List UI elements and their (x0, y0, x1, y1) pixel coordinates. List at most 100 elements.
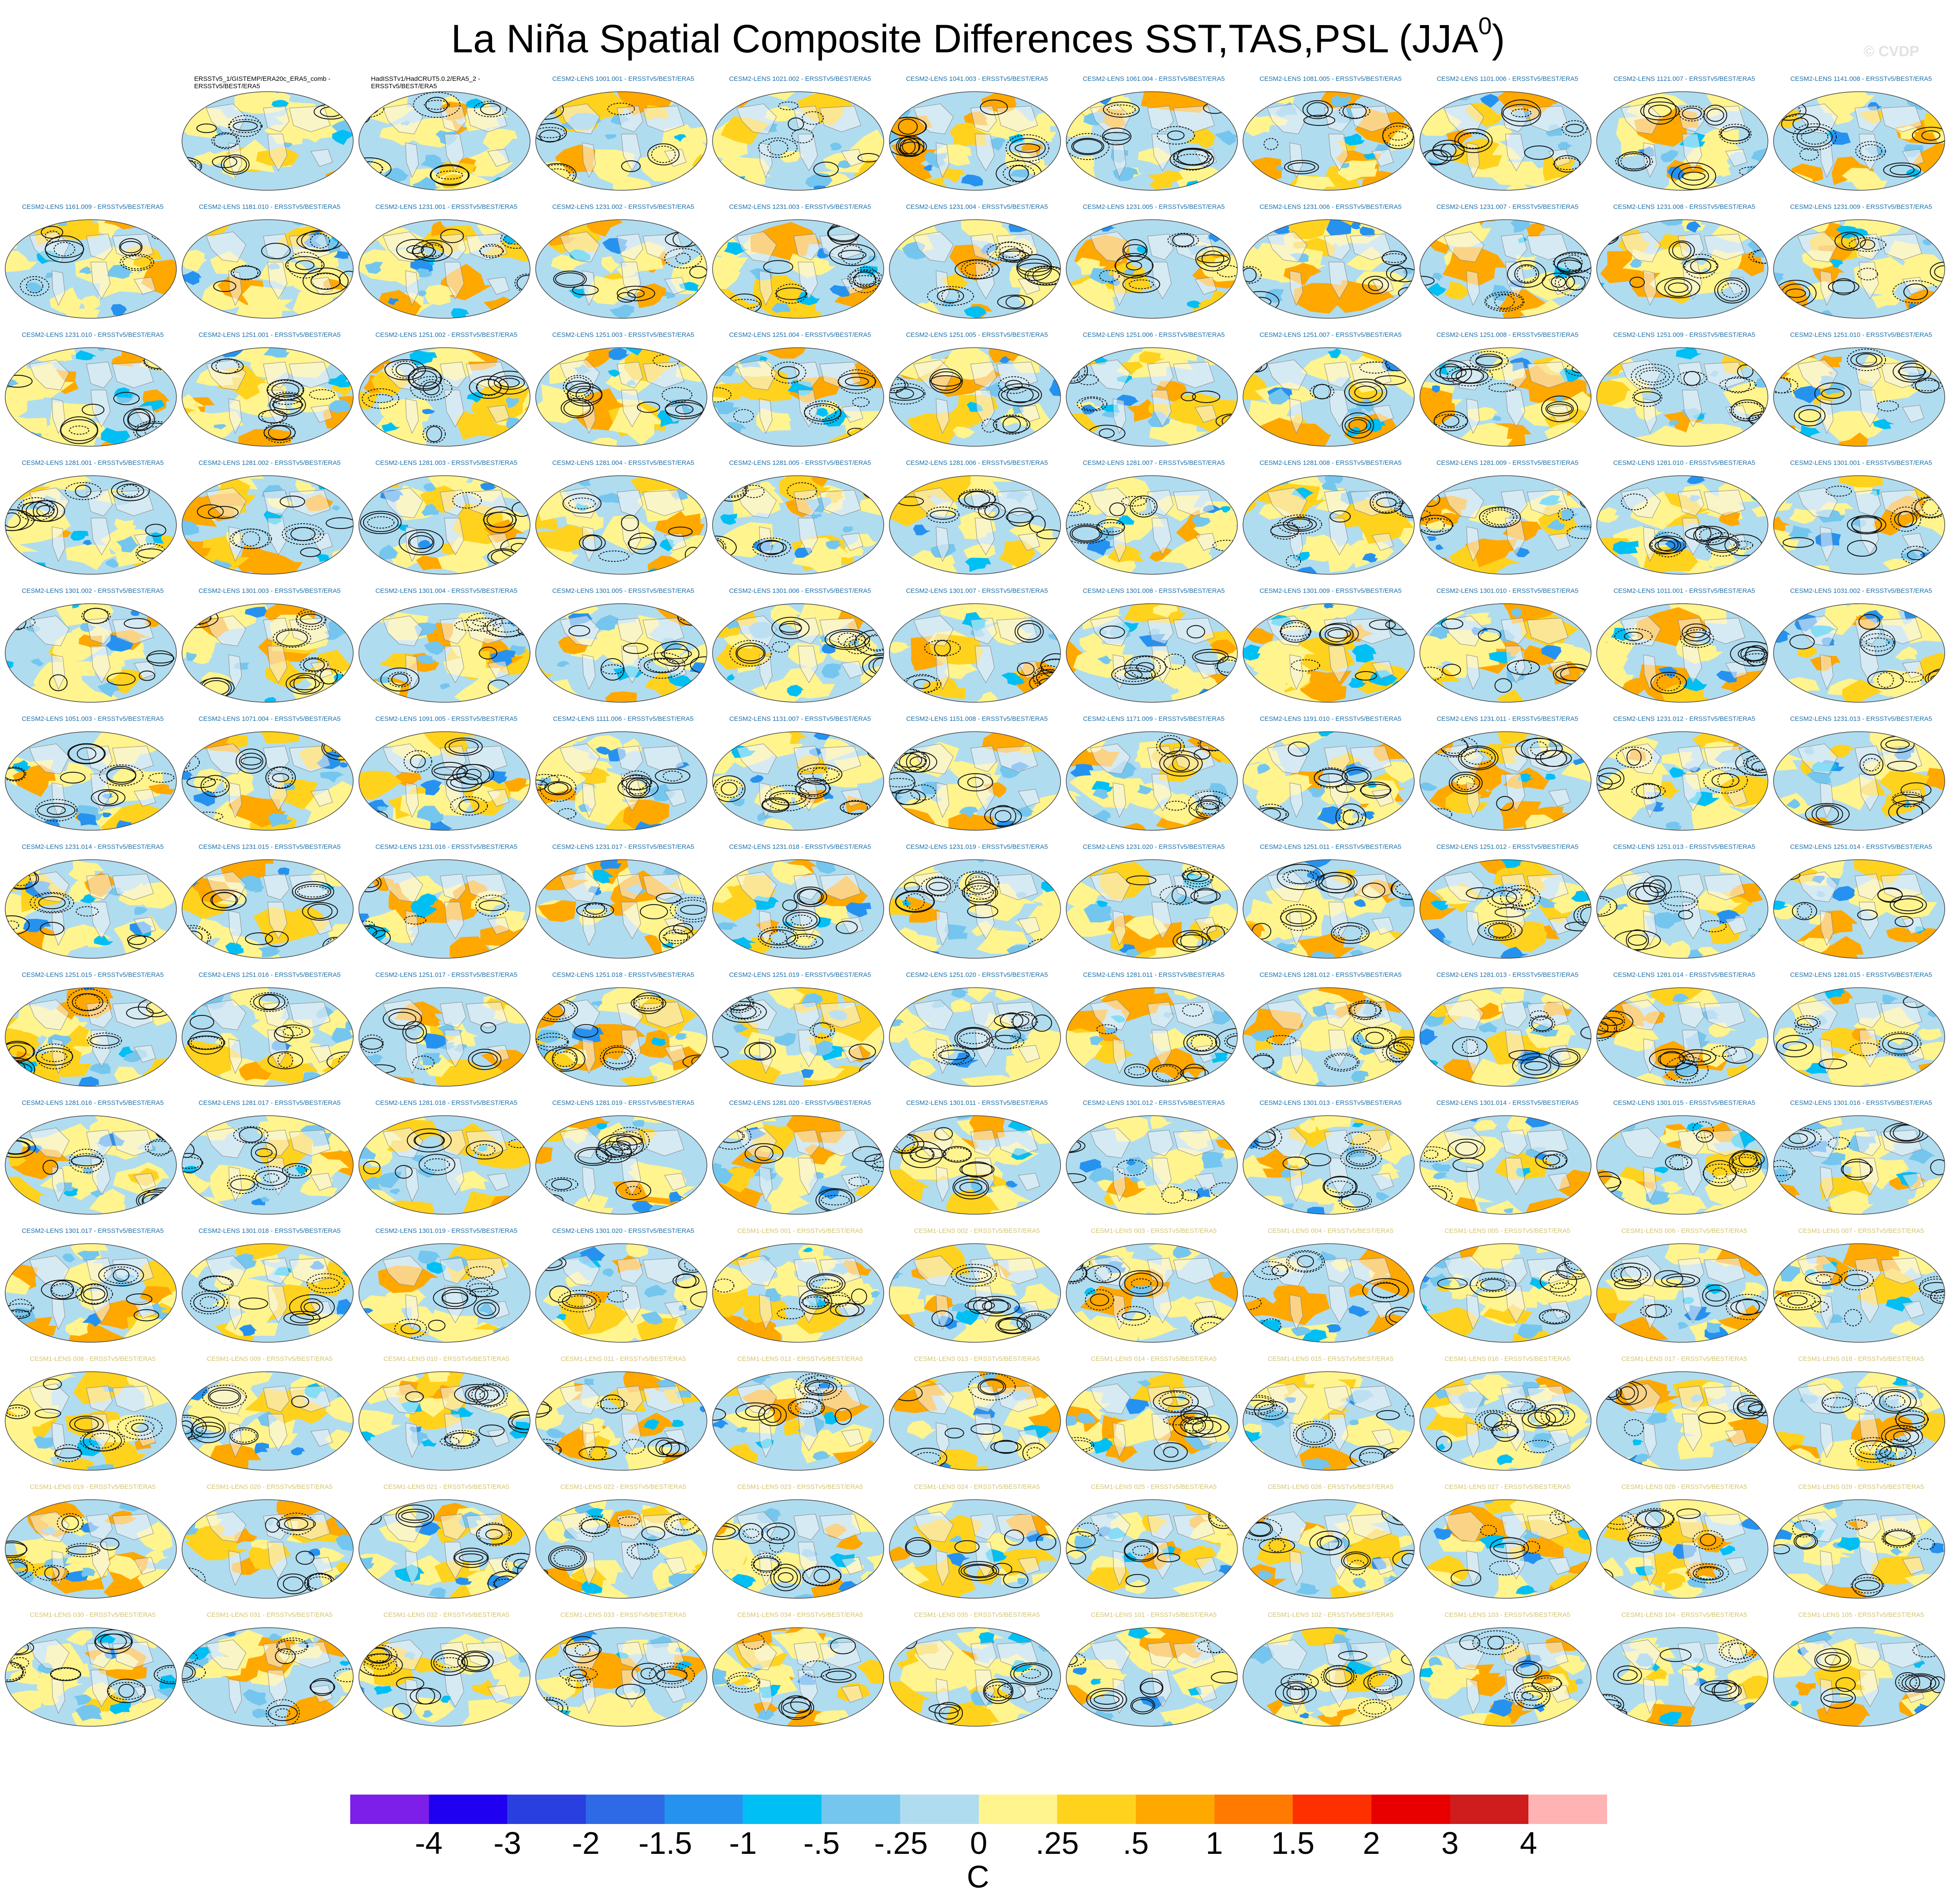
map-panel: CESM2-LENS 1251.004 - ERSSTv5/BEST/ERA5 (712, 331, 889, 459)
globe-map (1596, 1371, 1768, 1471)
panel-title: CESM2-LENS 1281.014 - ERSSTv5/BEST/ERA5 (1613, 971, 1755, 979)
globe-map (889, 1371, 1061, 1471)
globe-map (889, 347, 1061, 447)
map-panel: CESM2-LENS 1191.010 - ERSSTv5/BEST/ERA5 (1242, 715, 1419, 843)
map-panel: CESM1-LENS 103 - ERSSTv5/BEST/ERA5 (1419, 1611, 1596, 1739)
map-panel: CESM2-LENS 1061.004 - ERSSTv5/BEST/ERA5 (1065, 75, 1242, 203)
panel-title: CESM2-LENS 1301.007 - ERSSTv5/BEST/ERA5 (906, 587, 1048, 595)
panel-title: HadISSTv1/HadCRUT5.0.2/ERA5_2 - ERSSTv5/… (371, 75, 480, 90)
globe-map (1066, 1115, 1238, 1215)
map-panel: CESM2-LENS 1031.002 - ERSSTv5/BEST/ERA5 (1773, 587, 1950, 715)
map-panel: CESM2-LENS 1251.015 - ERSSTv5/BEST/ERA5 (4, 971, 181, 1099)
globe-map (182, 987, 354, 1087)
map-panel: CESM1-LENS 030 - ERSSTv5/BEST/ERA5 (4, 1611, 181, 1739)
panel-title: CESM1-LENS 018 - ERSSTv5/BEST/ERA5 (1798, 1355, 1924, 1363)
map-panel: CESM2-LENS 1251.016 - ERSSTv5/BEST/ERA5 (181, 971, 358, 1099)
panel-title: CESM2-LENS 1231.011 - ERSSTv5/BEST/ERA5 (1436, 715, 1579, 723)
panel-title: CESM2-LENS 1081.005 - ERSSTv5/BEST/ERA5 (1259, 75, 1402, 83)
map-panel: CESM2-LENS 1161.009 - ERSSTv5/BEST/ERA5 (4, 203, 181, 331)
panel-title: CESM1-LENS 034 - ERSSTv5/BEST/ERA5 (737, 1611, 863, 1619)
globe-map (1066, 1627, 1238, 1727)
map-panel: CESM1-LENS 004 - ERSSTv5/BEST/ERA5 (1242, 1227, 1419, 1355)
colorbar-box (586, 1795, 665, 1824)
map-panel: CESM2-LENS 1281.010 - ERSSTv5/BEST/ERA5 (1596, 459, 1773, 587)
colorbar-tick-label: 2 (1362, 1826, 1380, 1861)
watermark: © CVDP (1863, 43, 1919, 60)
panel-title: CESM2-LENS 1281.004 - ERSSTv5/BEST/ERA5 (552, 459, 694, 467)
map-panel: CESM2-LENS 1281.006 - ERSSTv5/BEST/ERA5 (889, 459, 1065, 587)
map-panel: CESM1-LENS 027 - ERSSTv5/BEST/ERA5 (1419, 1483, 1596, 1611)
map-panel: CESM1-LENS 026 - ERSSTv5/BEST/ERA5 (1242, 1483, 1419, 1611)
map-panel: CESM2-LENS 1281.003 - ERSSTv5/BEST/ERA5 (358, 459, 535, 587)
map-panel: CESM1-LENS 013 - ERSSTv5/BEST/ERA5 (889, 1355, 1065, 1483)
colorbar-box (900, 1795, 979, 1824)
globe-map (889, 91, 1061, 191)
title-close: ) (1492, 17, 1505, 61)
globe-map (1066, 731, 1238, 831)
map-panel: CESM2-LENS 1301.020 - ERSSTv5/BEST/ERA5 (535, 1227, 712, 1355)
globe-map (1773, 1499, 1945, 1599)
globe-map (1419, 1371, 1592, 1471)
globe-map (535, 859, 707, 959)
colorbar-tick-label: 1 (1205, 1826, 1223, 1861)
panel-title: CESM2-LENS 1161.009 - ERSSTv5/BEST/ERA5 (22, 203, 164, 211)
map-panel: CESM1-LENS 024 - ERSSTv5/BEST/ERA5 (889, 1483, 1065, 1611)
map-panel: CESM2-LENS 1231.010 - ERSSTv5/BEST/ERA5 (4, 331, 181, 459)
panel-title: CESM1-LENS 035 - ERSSTv5/BEST/ERA5 (914, 1611, 1040, 1619)
panel-title: CESM2-LENS 1251.006 - ERSSTv5/BEST/ERA5 (1083, 331, 1225, 339)
globe-map (5, 1371, 177, 1471)
panel-title: CESM1-LENS 006 - ERSSTv5/BEST/ERA5 (1621, 1227, 1747, 1235)
title-superscript: 0 (1478, 12, 1492, 39)
colorbar-box (1214, 1795, 1293, 1824)
panel-title: CESM2-LENS 1301.011 - ERSSTv5/BEST/ERA5 (906, 1099, 1048, 1107)
panel-title: CESM2-LENS 1301.009 - ERSSTv5/BEST/ERA5 (1259, 587, 1402, 595)
map-panel: CESM2-LENS 1111.006 - ERSSTv5/BEST/ERA5 (535, 715, 712, 843)
globe-map (358, 219, 531, 319)
colorbar-units: C (967, 1860, 989, 1894)
map-panel: CESM2-LENS 1301.007 - ERSSTv5/BEST/ERA5 (889, 587, 1065, 715)
panel-title: CESM2-LENS 1231.016 - ERSSTv5/BEST/ERA5 (375, 843, 518, 851)
globe-map (1773, 91, 1945, 191)
globe-map (535, 1243, 707, 1343)
map-panel: CESM2-LENS 1301.005 - ERSSTv5/BEST/ERA5 (535, 587, 712, 715)
globe-map (889, 859, 1061, 959)
panel-title: CESM1-LENS 025 - ERSSTv5/BEST/ERA5 (1091, 1483, 1217, 1491)
panel-title: CESM2-LENS 1251.016 - ERSSTv5/BEST/ERA5 (198, 971, 341, 979)
panel-title: CESM1-LENS 009 - ERSSTv5/BEST/ERA5 (207, 1355, 332, 1363)
panel-title: CESM2-LENS 1301.003 - ERSSTv5/BEST/ERA5 (198, 587, 341, 595)
panel-title: CESM2-LENS 1231.010 - ERSSTv5/BEST/ERA5 (22, 331, 164, 339)
map-panel: CESM2-LENS 1281.017 - ERSSTv5/BEST/ERA5 (181, 1099, 358, 1227)
map-panel: CESM2-LENS 1231.020 - ERSSTv5/BEST/ERA5 (1065, 843, 1242, 971)
globe-map (1243, 731, 1415, 831)
panel-title: CESM2-LENS 1181.010 - ERSSTv5/BEST/ERA5 (198, 203, 341, 211)
map-panel: CESM2-LENS 1281.018 - ERSSTv5/BEST/ERA5 (358, 1099, 535, 1227)
map-panel: CESM1-LENS 017 - ERSSTv5/BEST/ERA5 (1596, 1355, 1773, 1483)
globe-map (182, 1243, 354, 1343)
map-panel: CESM2-LENS 1021.002 - ERSSTv5/BEST/ERA5 (712, 75, 889, 203)
globe-map (712, 1243, 884, 1343)
panel-title: CESM2-LENS 1281.003 - ERSSTv5/BEST/ERA5 (375, 459, 518, 467)
map-panel: CESM1-LENS 002 - ERSSTv5/BEST/ERA5 (889, 1227, 1065, 1355)
panel-title: CESM2-LENS 1231.012 - ERSSTv5/BEST/ERA5 (1613, 715, 1755, 723)
globe-map (712, 1627, 884, 1727)
panel-title: CESM1-LENS 102 - ERSSTv5/BEST/ERA5 (1268, 1611, 1393, 1619)
map-panel: CESM2-LENS 1011.001 - ERSSTv5/BEST/ERA5 (1596, 587, 1773, 715)
globe-map (182, 603, 354, 703)
map-panel: CESM1-LENS 007 - ERSSTv5/BEST/ERA5 (1773, 1227, 1950, 1355)
map-panel: CESM2-LENS 1281.015 - ERSSTv5/BEST/ERA5 (1773, 971, 1950, 1099)
map-panel: CESM2-LENS 1251.018 - ERSSTv5/BEST/ERA5 (535, 971, 712, 1099)
map-panel: CESM1-LENS 025 - ERSSTv5/BEST/ERA5 (1065, 1483, 1242, 1611)
panel-title: CESM1-LENS 028 - ERSSTv5/BEST/ERA5 (1621, 1483, 1747, 1491)
map-panel: CESM1-LENS 011 - ERSSTv5/BEST/ERA5 (535, 1355, 712, 1483)
panel-title: CESM1-LENS 001 - ERSSTv5/BEST/ERA5 (737, 1227, 863, 1235)
globe-map (1773, 987, 1945, 1087)
map-panel: CESM1-LENS 031 - ERSSTv5/BEST/ERA5 (181, 1611, 358, 1739)
map-panel: CESM2-LENS 1301.008 - ERSSTv5/BEST/ERA5 (1065, 587, 1242, 715)
globe-map (1243, 987, 1415, 1087)
panel-title: CESM2-LENS 1301.010 - ERSSTv5/BEST/ERA5 (1436, 587, 1579, 595)
page-title: La Niña Spatial Composite Differences SS… (0, 13, 1956, 65)
globe-map (535, 987, 707, 1087)
colorbar-tick-label: -1.5 (638, 1826, 692, 1861)
globe-map (1243, 219, 1415, 319)
